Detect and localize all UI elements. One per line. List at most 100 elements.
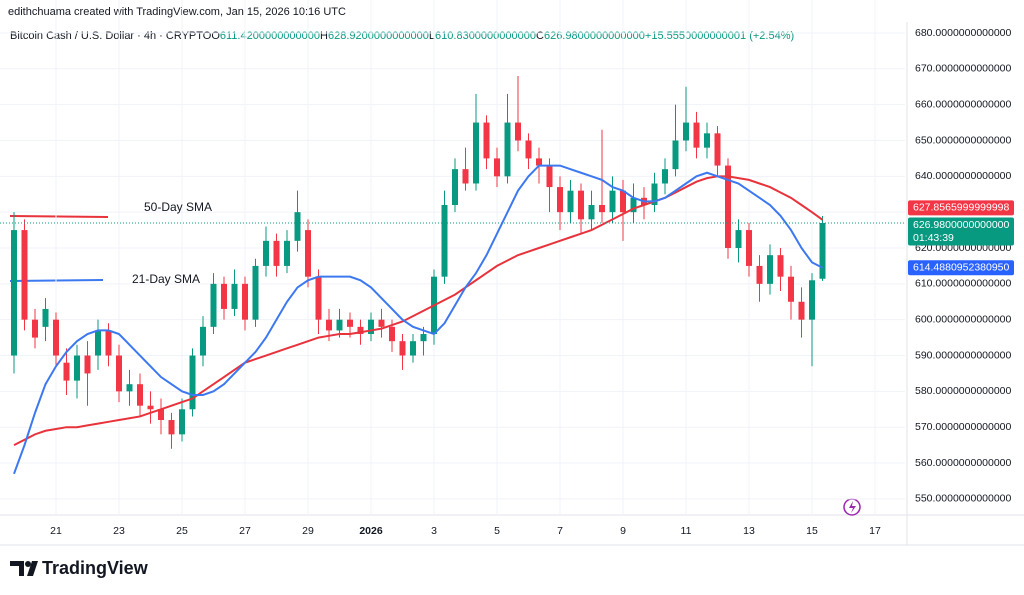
candle-body (630, 197, 637, 213)
candle-body (441, 204, 448, 277)
candle-body (74, 355, 80, 381)
x-tick-label: 13 (743, 525, 755, 537)
x-tick-label: 3 (431, 525, 437, 537)
candle-body (525, 140, 532, 159)
x-tick-label: 2026 (359, 525, 383, 537)
candle-body (651, 183, 658, 205)
candle-body (200, 326, 206, 356)
ohlc-label: C (536, 30, 544, 42)
ohlc-value: 611.4200000000000 (220, 30, 320, 42)
candle-body (179, 409, 185, 435)
candle-body (399, 341, 406, 356)
price-label: 627.8565999999998 (913, 202, 1010, 214)
candle-body (221, 283, 227, 309)
candle-body (231, 283, 238, 309)
x-tick-label: 23 (113, 525, 125, 537)
y-tick-label: 580.0000000000000 (915, 385, 1012, 397)
x-tick-label: 7 (557, 525, 563, 537)
candle-body (714, 133, 721, 166)
candle-body (536, 158, 542, 166)
candle-body (515, 122, 521, 141)
alert-bolt (849, 501, 856, 513)
candle-body (578, 190, 584, 220)
candle-body (137, 384, 143, 406)
candle-body (557, 187, 563, 213)
candle-body (473, 122, 479, 184)
candle-body (284, 240, 290, 266)
price-label: 614.4880952380950 (913, 262, 1010, 274)
candle-body (305, 230, 311, 277)
candle-body (735, 230, 742, 249)
candle-body (242, 283, 248, 320)
ohlc-value: 628.9200000000000 (328, 30, 429, 42)
candle-body (84, 355, 91, 374)
candle-body (116, 355, 122, 392)
sma50-legend-line (9, 215, 109, 218)
ohlc-label: L (429, 30, 435, 42)
price-label-box (908, 200, 1014, 216)
candle-body (798, 301, 805, 320)
countdown: 01:43:39 (913, 232, 954, 244)
candle-body (588, 204, 595, 220)
candle-body (725, 165, 731, 249)
candle-body (378, 319, 385, 327)
candle-body (347, 319, 353, 327)
x-tick-label: 9 (620, 525, 626, 537)
candle-body (767, 255, 773, 284)
candle-body (777, 255, 784, 277)
brand: TradingView (42, 558, 149, 578)
candle-body (32, 319, 38, 338)
price-label-box (908, 217, 1014, 246)
candle-body (494, 158, 500, 177)
y-tick-label: 590.0000000000000 (915, 349, 1012, 361)
candle-body (189, 355, 196, 410)
logo-mark (10, 561, 38, 576)
y-tick-label: 670.0000000000000 (915, 63, 1012, 75)
candle-body (693, 122, 700, 148)
x-tick-label: 29 (302, 525, 314, 537)
candle-body (95, 330, 101, 356)
candle-body (294, 212, 301, 241)
plot (11, 75, 826, 475)
x-tick-label: 27 (239, 525, 251, 537)
candle-body (126, 384, 133, 392)
candle-body (452, 169, 458, 205)
header: Bitcoin Cash / U.S. Dollar · 4h · CRYPTO… (10, 30, 794, 42)
candle-body (63, 362, 70, 381)
candle-body (609, 190, 616, 213)
ohlc-label: O (211, 30, 220, 42)
candle-body (683, 122, 689, 141)
y-tick-label: 550.0000000000000 (915, 493, 1012, 505)
candle-body (210, 283, 217, 327)
candle-body (483, 122, 490, 159)
candle-body (704, 133, 710, 148)
candle-body (315, 276, 322, 320)
y-tick-label: 570.0000000000000 (915, 421, 1012, 433)
logo-dot (25, 561, 31, 567)
candle-body (263, 240, 269, 266)
y-tick-label: 660.0000000000000 (915, 98, 1012, 110)
x-tick-label: 25 (176, 525, 188, 537)
candle-body (746, 230, 752, 266)
sma-line (13, 164, 823, 475)
ohlc-value: 626.9800000000000 (544, 30, 645, 42)
candle-body (147, 405, 154, 410)
price-label: 626.9800000000000 (913, 219, 1010, 231)
candle-body (672, 140, 679, 170)
candle-body (389, 326, 395, 342)
candle-body (357, 326, 364, 335)
x-tick-label: 17 (869, 525, 881, 537)
candle-body (368, 319, 374, 335)
change: +15.5550000000001 (+2.54%) (645, 30, 794, 42)
y-tick-label: 610.0000000000000 (915, 278, 1012, 290)
y-tick-label: 560.0000000000000 (915, 457, 1012, 469)
candle-body (599, 204, 605, 213)
y-tick-label: 680.0000000000000 (915, 27, 1012, 39)
candle-body (546, 165, 553, 188)
ohlc-label: H (320, 30, 328, 42)
x-tick-label: 21 (50, 525, 62, 537)
candle-body (252, 265, 259, 320)
credit: edithchuama created with TradingView.com… (8, 6, 346, 18)
